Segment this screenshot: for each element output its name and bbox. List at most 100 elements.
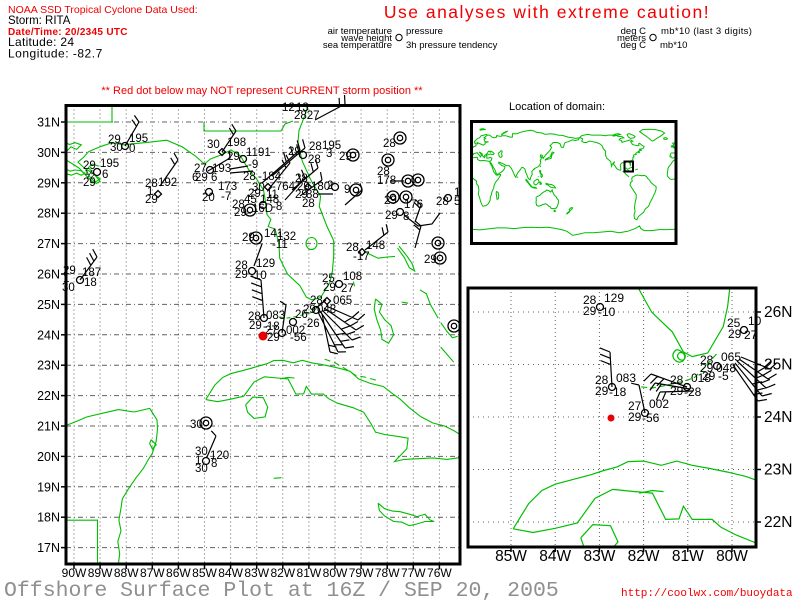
svg-text:178: 178 bbox=[377, 175, 396, 187]
svg-text:80W: 80W bbox=[323, 566, 348, 580]
svg-text:25N: 25N bbox=[764, 357, 792, 374]
svg-text:1: 1 bbox=[63, 273, 69, 285]
svg-text:Location of domain:: Location of domain: bbox=[509, 101, 605, 113]
svg-text:29: 29 bbox=[249, 320, 262, 332]
svg-text:30: 30 bbox=[110, 142, 123, 154]
svg-text:141: 141 bbox=[264, 228, 283, 240]
svg-text:28: 28 bbox=[595, 373, 609, 387]
svg-text:25: 25 bbox=[727, 316, 741, 330]
svg-text:http://coolwx.com/buoydata: http://coolwx.com/buoydata bbox=[621, 588, 793, 600]
svg-text:½: ½ bbox=[85, 169, 95, 181]
svg-text:12: 12 bbox=[282, 102, 295, 114]
svg-text:84W: 84W bbox=[539, 548, 571, 565]
svg-text:sea temperature: sea temperature bbox=[323, 40, 392, 51]
svg-text:25N: 25N bbox=[37, 298, 60, 312]
svg-text:065: 065 bbox=[721, 350, 741, 364]
svg-text:28: 28 bbox=[436, 196, 449, 208]
svg-text:108: 108 bbox=[343, 271, 362, 283]
svg-text:deg C: deg C bbox=[621, 40, 646, 51]
svg-text:129: 129 bbox=[604, 291, 624, 305]
svg-text:-5: -5 bbox=[718, 369, 729, 383]
svg-text:24N: 24N bbox=[764, 409, 792, 426]
svg-text:78W: 78W bbox=[375, 566, 400, 580]
svg-text:29: 29 bbox=[583, 304, 597, 318]
svg-text:-8: -8 bbox=[272, 201, 282, 213]
svg-text:20N: 20N bbox=[37, 450, 60, 464]
svg-text:27N: 27N bbox=[37, 237, 60, 251]
svg-text:-7: -7 bbox=[221, 191, 231, 203]
svg-text:29: 29 bbox=[303, 304, 316, 316]
svg-text:mb*10: mb*10 bbox=[660, 40, 687, 51]
svg-text:wave height: wave height bbox=[340, 33, 392, 44]
svg-text:89W: 89W bbox=[88, 566, 113, 580]
svg-text:27: 27 bbox=[194, 163, 207, 175]
svg-text:9: 9 bbox=[344, 184, 350, 196]
svg-text:-18: -18 bbox=[263, 321, 280, 333]
svg-text:28: 28 bbox=[145, 178, 158, 190]
svg-text:29: 29 bbox=[63, 265, 76, 277]
svg-text:27: 27 bbox=[265, 325, 278, 337]
svg-text:176: 176 bbox=[404, 199, 423, 211]
svg-text:6: 6 bbox=[211, 172, 217, 184]
svg-text:air temperature: air temperature bbox=[328, 26, 392, 37]
svg-text:28: 28 bbox=[583, 293, 597, 307]
svg-text:28: 28 bbox=[670, 373, 684, 387]
svg-text:Offshore Surface Plot at 16Z /: Offshore Surface Plot at 16Z / SEP 20, 2… bbox=[4, 579, 559, 600]
svg-text:Storm: RITA: Storm: RITA bbox=[8, 15, 71, 27]
svg-text:84W: 84W bbox=[218, 566, 243, 580]
svg-text:86W: 86W bbox=[166, 566, 191, 580]
svg-text:1: 1 bbox=[195, 455, 201, 467]
svg-text:-10: -10 bbox=[250, 270, 267, 282]
svg-text:29: 29 bbox=[702, 369, 716, 383]
svg-text:82W: 82W bbox=[628, 548, 660, 565]
svg-text:30: 30 bbox=[190, 419, 203, 431]
svg-text:mb*10 (last 3 digits): mb*10 (last 3 digits) bbox=[661, 26, 752, 37]
svg-text:28: 28 bbox=[310, 295, 323, 307]
svg-text:79W: 79W bbox=[349, 566, 374, 580]
svg-text:22N: 22N bbox=[764, 514, 792, 531]
svg-text:29: 29 bbox=[728, 327, 742, 341]
svg-text:21N: 21N bbox=[37, 420, 60, 434]
svg-text:23N: 23N bbox=[37, 359, 60, 373]
svg-text:083: 083 bbox=[266, 310, 285, 322]
svg-text:083: 083 bbox=[616, 371, 636, 385]
svg-text:30: 30 bbox=[195, 463, 208, 475]
svg-text:26: 26 bbox=[295, 309, 308, 321]
svg-text:-11: -11 bbox=[272, 239, 288, 251]
svg-text:83W: 83W bbox=[244, 566, 269, 580]
svg-text:29: 29 bbox=[670, 384, 684, 398]
svg-text:132: 132 bbox=[277, 231, 296, 243]
svg-text:29: 29 bbox=[227, 151, 240, 163]
svg-text:-184: -184 bbox=[258, 171, 282, 183]
svg-text:29: 29 bbox=[248, 188, 261, 200]
svg-text:5: 5 bbox=[454, 196, 460, 208]
svg-text:20: 20 bbox=[202, 192, 215, 204]
svg-text:NOAA SSD Tropical Cyclone Data: NOAA SSD Tropical Cyclone Data Used: bbox=[8, 4, 198, 16]
svg-text:120: 120 bbox=[210, 450, 229, 462]
svg-text:29: 29 bbox=[235, 269, 248, 281]
svg-text:148: 148 bbox=[366, 240, 385, 252]
svg-text:018: 018 bbox=[691, 371, 711, 385]
svg-text:45: 45 bbox=[244, 194, 257, 206]
svg-text:28: 28 bbox=[248, 311, 261, 323]
svg-text:8: 8 bbox=[211, 458, 217, 470]
svg-text:192: 192 bbox=[158, 177, 177, 189]
svg-text:28: 28 bbox=[700, 353, 714, 367]
svg-text:meters: meters bbox=[617, 33, 646, 44]
svg-text:29: 29 bbox=[145, 194, 158, 206]
svg-text:10: 10 bbox=[748, 314, 762, 328]
svg-text:29: 29 bbox=[288, 146, 301, 158]
svg-text:2827: 2827 bbox=[294, 110, 320, 122]
svg-text:85W: 85W bbox=[192, 566, 217, 580]
svg-text:90W: 90W bbox=[62, 566, 87, 580]
svg-text:85W: 85W bbox=[495, 548, 527, 565]
svg-text:29: 29 bbox=[384, 195, 397, 207]
svg-text:23N: 23N bbox=[764, 462, 792, 479]
svg-text:29: 29 bbox=[108, 134, 121, 146]
svg-text:18N: 18N bbox=[37, 511, 60, 525]
svg-text:** Red dot below may NOT repre: ** Red dot below may NOT represent CURRE… bbox=[101, 85, 423, 97]
svg-text:6: 6 bbox=[192, 172, 198, 184]
svg-text:22N: 22N bbox=[37, 389, 60, 403]
svg-text:048: 048 bbox=[317, 304, 336, 316]
svg-text:88W: 88W bbox=[114, 566, 139, 580]
